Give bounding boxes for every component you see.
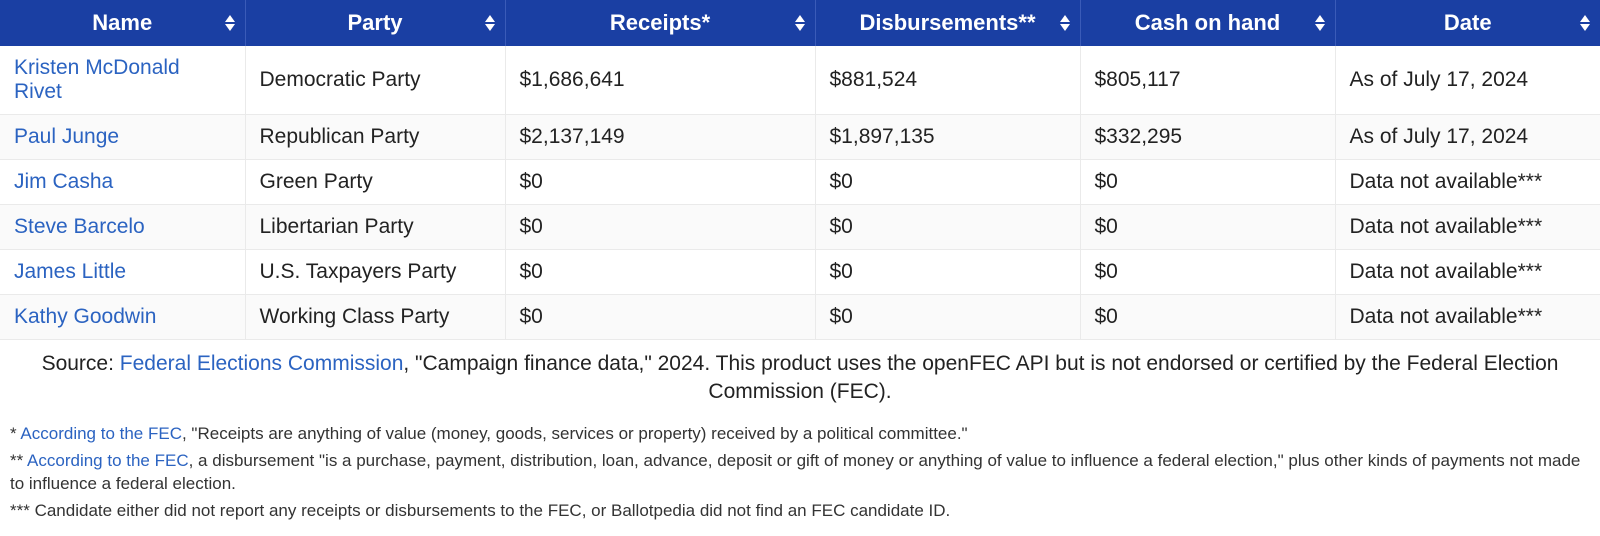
table-row: James LittleU.S. Taxpayers Party$0$0$0Da… (0, 250, 1600, 295)
campaign-finance-table: Name Party Receipts* Disbursements** Cash on… (0, 0, 1600, 340)
column-header[interactable]: Cash on hand (1080, 0, 1335, 46)
table-body: Kristen McDonald RivetDemocratic Party$1… (0, 46, 1600, 340)
cell-disbursements: $0 (815, 160, 1080, 205)
cell-receipts: $0 (505, 295, 815, 340)
cell-cash: $0 (1080, 295, 1335, 340)
source-suffix: , "Campaign finance data," 2024. This pr… (403, 352, 1558, 403)
cell-date: Data not available*** (1335, 160, 1600, 205)
candidate-link[interactable]: Kristen McDonald Rivet (14, 56, 180, 103)
cell-disbursements: $0 (815, 295, 1080, 340)
table-row: Kathy GoodwinWorking Class Party$0$0$0Da… (0, 295, 1600, 340)
candidate-link[interactable]: James Little (14, 260, 126, 283)
cell-party: Republican Party (245, 115, 505, 160)
candidate-link[interactable]: Jim Casha (14, 170, 113, 193)
candidate-link[interactable]: Paul Junge (14, 125, 119, 148)
cell-receipts: $0 (505, 205, 815, 250)
cell-date: Data not available*** (1335, 295, 1600, 340)
source-note: Source: Federal Elections Commission, "C… (0, 340, 1600, 413)
column-header-label: Name (92, 10, 152, 35)
column-header-label: Disbursements** (859, 10, 1035, 35)
cell-name: Jim Casha (0, 160, 245, 205)
cell-name: Kathy Goodwin (0, 295, 245, 340)
candidate-link[interactable]: Kathy Goodwin (14, 305, 156, 328)
footnote-2-prefix: ** (10, 451, 27, 470)
source-link[interactable]: Federal Elections Commission (120, 352, 404, 375)
cell-party: Working Class Party (245, 295, 505, 340)
cell-name: James Little (0, 250, 245, 295)
column-header-label: Receipts* (610, 10, 710, 35)
cell-date: As of July 17, 2024 (1335, 46, 1600, 115)
cell-cash: $0 (1080, 160, 1335, 205)
column-header-label: Party (347, 10, 402, 35)
cell-party: Democratic Party (245, 46, 505, 115)
cell-cash: $332,295 (1080, 115, 1335, 160)
footnote-1-suffix: , "Receipts are anything of value (money… (182, 424, 968, 443)
footnote-2: ** According to the FEC, a disbursement … (10, 450, 1590, 496)
cell-disbursements: $0 (815, 205, 1080, 250)
cell-date: Data not available*** (1335, 250, 1600, 295)
cell-disbursements: $881,524 (815, 46, 1080, 115)
table-row: Paul Junge Republican Party$2,137,149$1,8… (0, 115, 1600, 160)
cell-cash: $0 (1080, 250, 1335, 295)
cell-party: U.S. Taxpayers Party (245, 250, 505, 295)
cell-party: Green Party (245, 160, 505, 205)
cell-receipts: $0 (505, 160, 815, 205)
sort-icon[interactable] (485, 15, 495, 31)
footnote-3: *** Candidate either did not report any … (10, 500, 1590, 523)
cell-receipts: $2,137,149 (505, 115, 815, 160)
cell-disbursements: $1,897,135 (815, 115, 1080, 160)
sort-icon[interactable] (225, 15, 235, 31)
cell-cash: $0 (1080, 205, 1335, 250)
column-header[interactable]: Party (245, 0, 505, 46)
table-header-row: Name Party Receipts* Disbursements** Cash on… (0, 0, 1600, 46)
sort-icon[interactable] (795, 15, 805, 31)
cell-party: Libertarian Party (245, 205, 505, 250)
cell-name: Steve Barcelo (0, 205, 245, 250)
cell-disbursements: $0 (815, 250, 1080, 295)
cell-name: Paul Junge (0, 115, 245, 160)
cell-name: Kristen McDonald Rivet (0, 46, 245, 115)
table-row: Kristen McDonald Rivet Democratic Party$1… (0, 46, 1600, 115)
cell-receipts: $0 (505, 250, 815, 295)
footnote-1-link[interactable]: According to the FEC (20, 424, 182, 443)
column-header-label: Cash on hand (1135, 10, 1280, 35)
column-header-label: Date (1444, 10, 1492, 35)
footnote-2-link[interactable]: According to the FEC (27, 451, 189, 470)
cell-receipts: $1,686,641 (505, 46, 815, 115)
cell-date: Data not available*** (1335, 205, 1600, 250)
footnotes: * According to the FEC, "Receipts are an… (0, 413, 1600, 536)
footnote-1: * According to the FEC, "Receipts are an… (10, 423, 1590, 446)
cell-cash: $805,117 (1080, 46, 1335, 115)
campaign-finance-table-container: Name Party Receipts* Disbursements** Cash on… (0, 0, 1600, 536)
sort-icon[interactable] (1060, 15, 1070, 31)
table-row: Steve BarceloLibertarian Party$0$0$0Data… (0, 205, 1600, 250)
table-row: Jim CashaGreen Party$0$0$0Data not avail… (0, 160, 1600, 205)
source-prefix: Source: (42, 352, 120, 375)
sort-icon[interactable] (1315, 15, 1325, 31)
footnote-2-suffix: , a disbursement "is a purchase, payment… (10, 451, 1580, 493)
column-header[interactable]: Disbursements** (815, 0, 1080, 46)
column-header[interactable]: Date (1335, 0, 1600, 46)
column-header[interactable]: Name (0, 0, 245, 46)
sort-icon[interactable] (1580, 15, 1590, 31)
candidate-link[interactable]: Steve Barcelo (14, 215, 145, 238)
footnote-1-prefix: * (10, 424, 20, 443)
cell-date: As of July 17, 2024 (1335, 115, 1600, 160)
column-header[interactable]: Receipts* (505, 0, 815, 46)
